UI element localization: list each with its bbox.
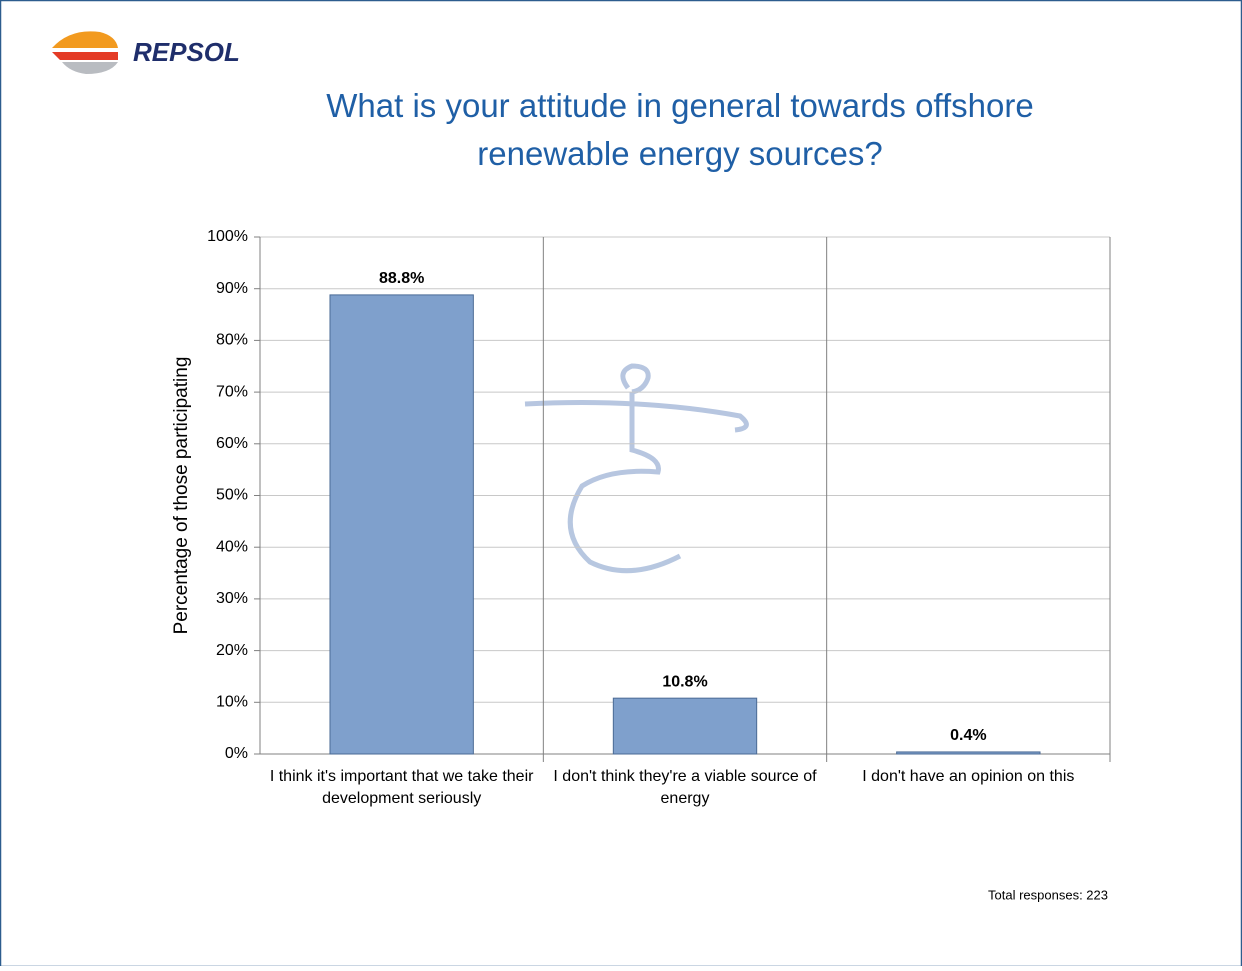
y-tick-label: 70% xyxy=(216,383,248,400)
x-tick-label: I don't have an opinion on this xyxy=(862,768,1075,785)
x-tick-box: I don't think they're a viable source of… xyxy=(553,768,817,807)
y-tick-label: 40% xyxy=(216,538,248,555)
x-tick-label: I think it's important that we take thei… xyxy=(269,768,534,807)
x-tick-box: I don't have an opinion on this xyxy=(862,768,1075,785)
title-box: What is your attitude in general towards… xyxy=(326,87,1034,172)
watermark xyxy=(524,363,749,574)
y-tick-label: 50% xyxy=(216,487,248,504)
y-tick-label: 100% xyxy=(207,228,248,245)
bar xyxy=(329,294,474,755)
y-tick-label: 0% xyxy=(225,745,248,762)
logo-text: REPSOL xyxy=(133,37,240,67)
bar xyxy=(612,697,758,755)
bar xyxy=(896,751,1041,755)
value-label: 0.4% xyxy=(950,727,986,744)
y-tick-label: 20% xyxy=(216,642,248,659)
y-tick-label: 90% xyxy=(216,280,248,297)
x-tick-box: I think it's important that we take thei… xyxy=(269,768,534,807)
y-tick-label: 80% xyxy=(216,332,248,349)
y-tick-label: 10% xyxy=(216,694,248,711)
logo-mark xyxy=(52,31,118,74)
y-axis-label: Percentage of those participating xyxy=(171,357,192,635)
footnote: Total responses: 223 xyxy=(988,887,1108,902)
x-tick-label: I don't think they're a viable source of… xyxy=(553,768,817,807)
value-label: 88.8% xyxy=(379,270,424,287)
value-label: 10.8% xyxy=(662,673,707,690)
y-tick-label: 60% xyxy=(216,435,248,452)
chart-title: What is your attitude in general towards… xyxy=(326,87,1034,172)
y-tick-label: 30% xyxy=(216,590,248,607)
